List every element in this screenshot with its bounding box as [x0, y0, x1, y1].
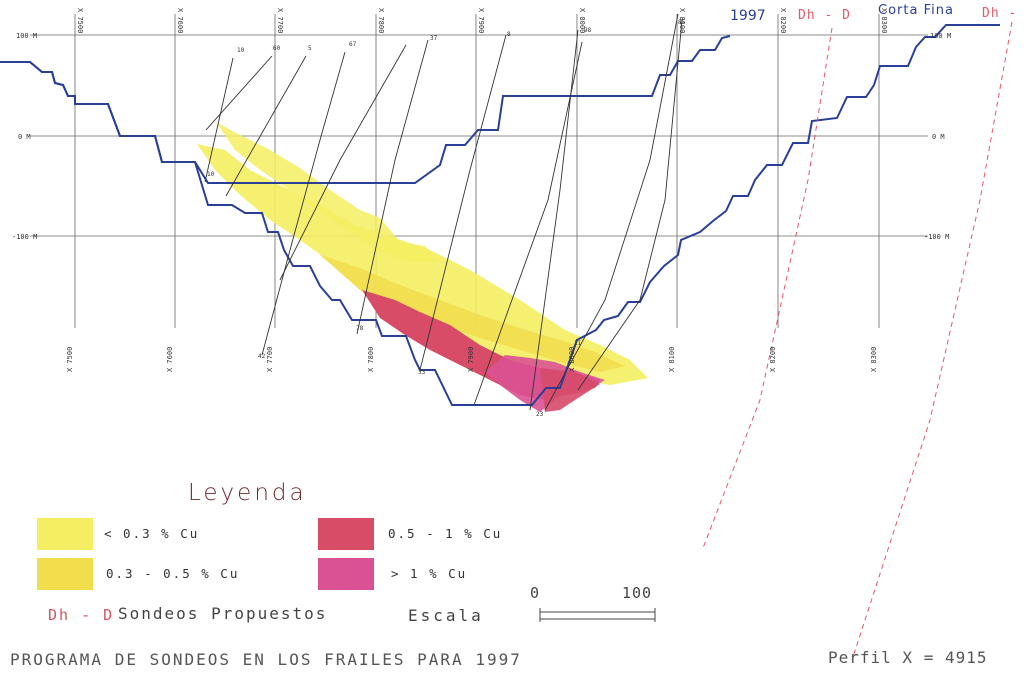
legend-title: Leyenda: [188, 480, 307, 506]
easting-label-top: X 8200: [779, 8, 787, 33]
grade-body-high-tail: [540, 368, 600, 412]
profile-label: Perfil X = 4915: [828, 648, 988, 667]
scale-bar: [539, 608, 656, 622]
drillhole-trace: [225, 55, 307, 197]
drillhole-trace: [577, 19, 683, 391]
proposed-hole-label-2: Dh -: [982, 6, 1018, 21]
scale-max-label: 100: [622, 584, 653, 602]
proposed-hole-label: Dh - D: [798, 8, 851, 23]
easting-label-bottom: X 8300: [870, 347, 878, 372]
easting-label-bottom: X 8100: [668, 347, 676, 372]
drillhole-trace: [419, 34, 507, 371]
easting-label-bottom: X 7500: [66, 347, 74, 372]
proposed-holes-description: Sondeos Propuestos: [118, 604, 328, 623]
elevation-label-left: 100 M: [16, 32, 37, 40]
figure-title: PROGRAMA DE SONDEOS EN LOS FRAILES PARA …: [10, 650, 522, 669]
drillhole-trace: [473, 41, 583, 406]
ore-grade-bodies: [197, 122, 648, 412]
easting-label-bottom: X 8200: [769, 347, 777, 372]
easting-labels-bottom: X 7500 X 7600 X 7700 X 7800 X 7900 X 800…: [66, 347, 878, 372]
drillhole-trace: [205, 55, 273, 131]
drillhole-id: 60: [273, 45, 281, 52]
elevation-label-right: 0 M: [932, 133, 945, 141]
elevation-label-left: 0 M: [18, 133, 31, 141]
easting-label-bottom: X 7900: [467, 347, 475, 372]
drillhole-id: 10: [237, 47, 245, 54]
corta-final-label: Corta Fina: [878, 3, 954, 18]
grade-body-low-upper: [216, 122, 440, 262]
elevation-label-right: -100 M: [924, 233, 949, 241]
legend-label-0-5-1: 0.5 - 1 % Cu: [388, 526, 503, 541]
drillhole-id: 85: [678, 19, 686, 26]
easting-labels-top: X 7500 X 7600 X 7700 X 7800 X 7900 X 800…: [76, 8, 888, 33]
drillhole-id: 5: [308, 45, 312, 52]
easting-label-bottom: X 8000: [568, 347, 576, 372]
easting-label-top: X 8300: [880, 8, 888, 33]
drillhole-trace: [356, 39, 429, 335]
easting-label-top: X 7700: [276, 8, 284, 33]
drillhole-id: 98: [584, 27, 592, 34]
drillhole-id: 67: [349, 41, 357, 48]
legend-swatch-0-5-1: [318, 518, 374, 550]
drillhole-trace: [261, 51, 346, 356]
easting-label-top: X 7800: [377, 8, 385, 33]
proposed-holes-key: Dh - D: [48, 606, 115, 624]
drillhole-id: 8: [507, 31, 511, 38]
pit-outline-corta-final: [0, 24, 1000, 406]
legend-swatch-0-3-0-5: [37, 558, 93, 590]
easting-label-top: X 8000: [578, 8, 586, 33]
drillhole-id: 37: [430, 35, 438, 42]
proposed-hole-dh-d-2: [851, 21, 1013, 661]
drillhole-id-labels: 10 60 5 67 37 8 98 85 10 42 78 33 11 23: [207, 19, 686, 418]
drillhole-id: 42: [258, 353, 266, 360]
drillhole-trace: [204, 57, 234, 183]
elevation-ticks: 100 M 0 M -100 M 100 M 0 M -100 M: [12, 32, 951, 241]
drillhole-id: 78: [356, 325, 364, 332]
drillhole-trace: [529, 29, 579, 411]
legend-swatches: [37, 518, 374, 590]
elevation-label-right: 100 M: [930, 32, 951, 40]
legend-label-gt-1: > 1 % Cu: [391, 566, 468, 581]
easting-label-bottom: X 7600: [166, 347, 174, 372]
easting-label-top: X 7500: [76, 8, 84, 33]
legend-label-0-3-0-5: 0.3 - 0.5 % Cu: [106, 566, 240, 581]
legend-swatch-gt-1: [318, 558, 374, 590]
legend-swatch-lt-0-3: [37, 518, 93, 550]
drillhole-id: 23: [536, 411, 544, 418]
easting-label-top: X 8100: [678, 8, 686, 33]
easting-label-bottom: X 7800: [367, 347, 375, 372]
easting-label-bottom: X 7700: [266, 347, 274, 372]
drillhole-trace: [544, 13, 679, 411]
legend-label-lt-0-3: < 0.3 % Cu: [104, 526, 200, 541]
proposed-drillholes: [702, 21, 1013, 661]
elevation-label-left: -100 M: [12, 233, 37, 241]
grade-body-mid: [320, 255, 625, 372]
scale-label: Escala: [408, 606, 484, 625]
scale-min-label: 0: [530, 584, 540, 602]
drillhole-id: 11: [574, 340, 582, 347]
easting-label-top: X 7900: [477, 8, 485, 33]
pit-1997-label: 1997: [730, 8, 766, 24]
drillhole-id: 33: [418, 369, 426, 376]
drillhole-id: 10: [207, 171, 215, 178]
proposed-hole-dh-d-1: [702, 27, 833, 549]
drillhole-trace: [279, 44, 407, 281]
drillhole-traces: [204, 13, 683, 411]
easting-label-top: X 7600: [176, 8, 184, 33]
